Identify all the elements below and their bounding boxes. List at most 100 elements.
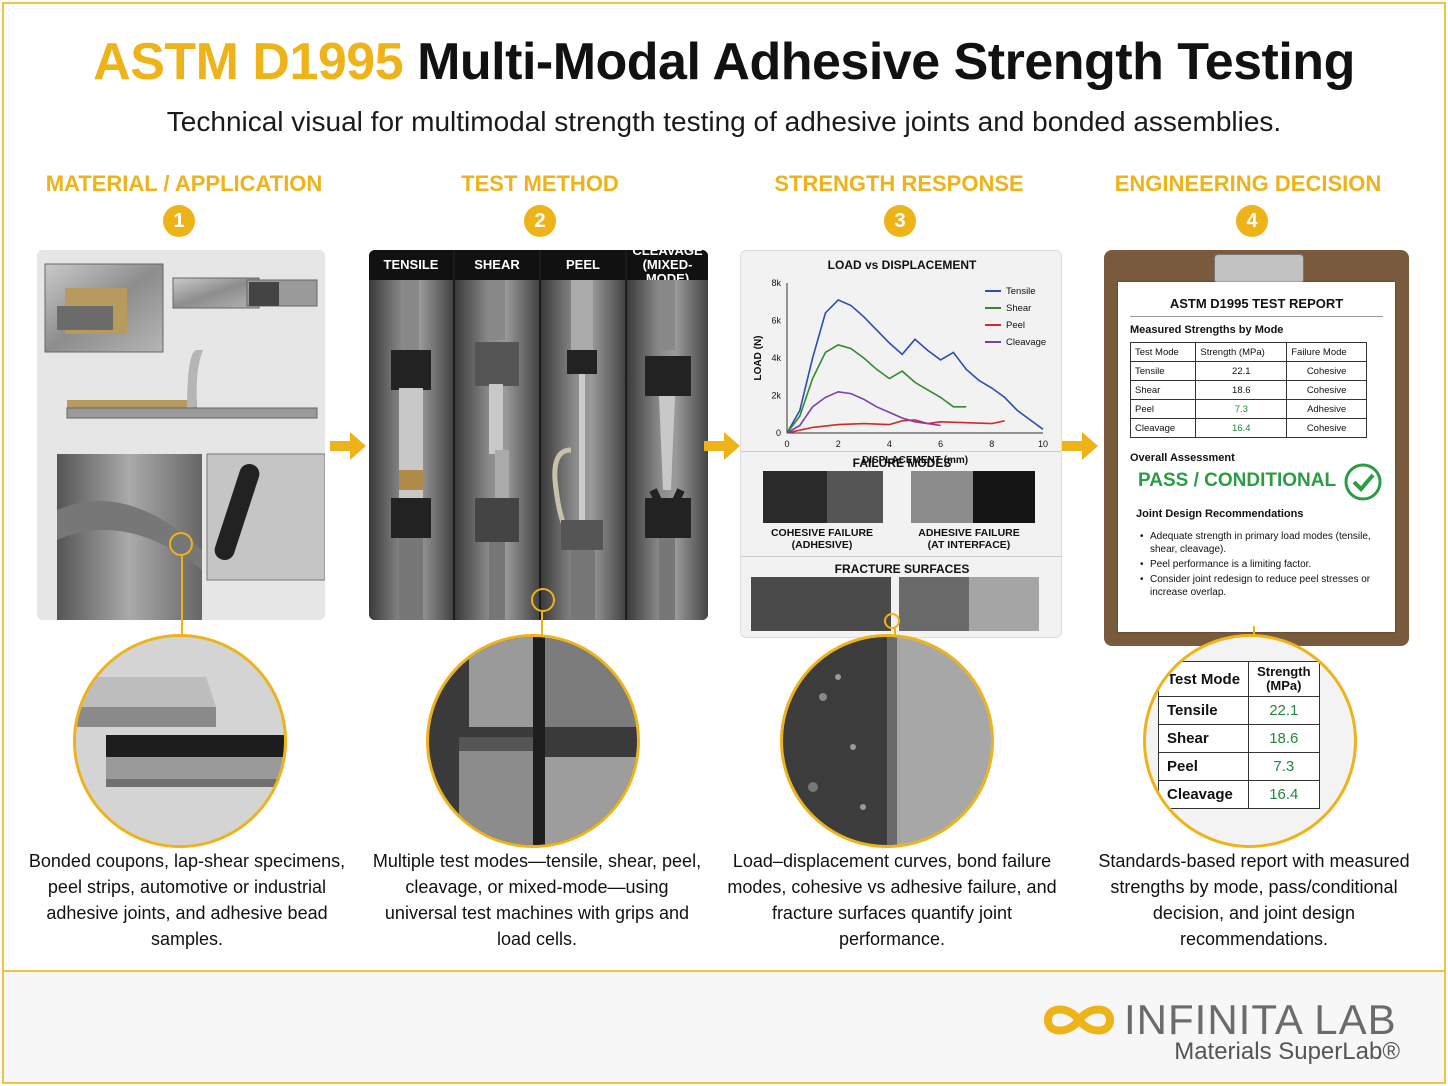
- list-item: Peel performance is a limiting factor.: [1140, 558, 1385, 571]
- step-heading-2: TEST METHOD: [461, 171, 619, 196]
- cell-mode: Cleavage: [1129, 418, 1197, 438]
- column-header: Strength (MPa): [1195, 342, 1288, 362]
- cell-strength: 7.3: [1195, 399, 1288, 419]
- y-tick-label: 2k: [771, 391, 781, 401]
- report-strength-table: Test Mode Strength (MPa) Failure Mode Te…: [1129, 342, 1367, 438]
- x-tick-label: 8: [989, 439, 994, 449]
- tensile-fixture: [369, 280, 453, 620]
- page-subtitle: Technical visual for multimodal strength…: [166, 106, 1282, 137]
- cell-mode: Cleavage: [1157, 780, 1250, 809]
- fracture-closeup: [780, 634, 994, 848]
- step-number-3: 3: [884, 205, 916, 237]
- x-tick-label: 0: [784, 439, 789, 449]
- step-description-1: Bonded coupons, lap-shear specimens, pee…: [28, 851, 346, 949]
- assessment-label: Overall Assessment: [1130, 452, 1235, 464]
- step-description-4: Standards-based report with measured str…: [1098, 851, 1410, 949]
- load-displacement-chart: 0 2 4 6 8 10 0 2k 4k 6k 8k DISPLACEMENT (mm) LOAD (N…: [753, 278, 1048, 466]
- recommendations-heading: Joint Design Recommendations: [1136, 508, 1304, 520]
- adhesive-failure-caption: ADHESIVE FAILURE (AT INTERFACE): [894, 527, 1044, 551]
- strength-header-line2: (MPa): [1266, 678, 1302, 693]
- cleavage-label-line1: CLEAVAGE: [632, 250, 703, 258]
- cell-strength: 22.1: [1195, 361, 1288, 381]
- cell-mode: Tensile: [1157, 696, 1250, 725]
- brand-name: INFINITA LAB: [1124, 996, 1397, 1043]
- cell-strength: 22.1: [1248, 696, 1320, 725]
- adhesive-caption-line2: (AT INTERFACE): [927, 539, 1011, 551]
- x-tick-label: 10: [1038, 439, 1048, 449]
- peel-fixture: [541, 280, 625, 620]
- fracture-surfaces-title: FRACTURE SURFACES: [834, 562, 970, 576]
- legend-label: Cleavage: [1006, 337, 1046, 348]
- cohesive-caption-line1: COHESIVE FAILURE: [770, 527, 874, 539]
- check-circle-icon: [1344, 463, 1382, 501]
- y-tick-label: 4k: [771, 353, 781, 363]
- series-line-cleavage: [786, 390, 941, 434]
- chart-title: LOAD vs DISPLACEMENT: [827, 258, 977, 272]
- table-row: Peel 7.3 Adhesive: [1129, 399, 1367, 419]
- step-description-2: Multiple test modes—tensile, shear, peel…: [372, 851, 702, 949]
- flow-arrow-icon: [704, 432, 740, 460]
- lap-joint-closeup: [73, 634, 287, 848]
- cell-mode: Shear: [1157, 724, 1250, 753]
- detail-marker-3: [884, 613, 900, 629]
- cell-strength: 18.6: [1248, 724, 1320, 753]
- recommendations-list: Adequate strength in primary load modes …: [1140, 530, 1385, 601]
- x-tick-label: 2: [836, 439, 841, 449]
- divider: [741, 556, 1061, 557]
- step-number-1: 1: [163, 205, 195, 237]
- materials-panel: [37, 250, 325, 620]
- leader-line: [181, 556, 183, 636]
- mode-label-peel: PEEL: [541, 250, 625, 280]
- series-line-tensile: [786, 298, 1044, 434]
- divider: [1130, 316, 1383, 317]
- legend-label: Shear: [1006, 303, 1031, 314]
- cell-mode: Peel: [1157, 752, 1250, 781]
- mode-label-tensile: TENSILE: [369, 250, 453, 280]
- mode-label-cleavage: CLEAVAGE (MIXED-MODE): [627, 250, 708, 286]
- infinity-icon: [1043, 1005, 1115, 1035]
- measured-strengths-heading: Measured Strengths by Mode: [1130, 324, 1284, 336]
- strength-header-line1: Strength: [1257, 664, 1311, 679]
- leader-line: [894, 628, 896, 636]
- grip-closeup: [426, 634, 640, 848]
- step-heading-4: ENGINEERING DECISION: [1114, 171, 1382, 196]
- report-clipboard: ASTM D1995 TEST REPORT Measured Strength…: [1104, 250, 1409, 646]
- y-tick-label: 6k: [771, 316, 781, 326]
- step-description-3: Load–displacement curves, bond failure m…: [727, 851, 1057, 949]
- x-tick-label: 6: [938, 439, 943, 449]
- cell-failure: Cohesive: [1286, 361, 1367, 381]
- list-item: Consider joint redesign to reduce peel s…: [1140, 573, 1385, 599]
- cell-strength: 7.3: [1248, 752, 1320, 781]
- y-tick-label: 8k: [771, 278, 781, 288]
- table-header-row: Test Mode Strength (MPa): [1157, 661, 1320, 697]
- column-header: Strength (MPa): [1248, 661, 1320, 697]
- y-axis-label: LOAD (N): [753, 336, 764, 381]
- cell-mode: Shear: [1129, 380, 1197, 400]
- step-heading-3: STRENGTH RESPONSE: [774, 171, 1024, 196]
- strength-summary-closeup: Test Mode Strength (MPa) Tensile 22.1 She…: [1143, 634, 1357, 848]
- brand-logo: INFINITA LAB Materials SuperLab®: [1040, 994, 1400, 1074]
- cell-failure: Cohesive: [1286, 418, 1367, 438]
- strength-summary-table: Test Mode Strength (MPa) Tensile 22.1 She…: [1157, 661, 1320, 809]
- table-row: Peel 7.3: [1157, 752, 1320, 781]
- report-title: ASTM D1995 TEST REPORT: [1169, 296, 1344, 311]
- column-header: Failure Mode: [1286, 342, 1367, 362]
- cell-strength: 16.4: [1248, 780, 1320, 809]
- mode-label-shear: SHEAR: [455, 250, 539, 280]
- cohesive-caption-line2: (ADHESIVE): [791, 539, 853, 551]
- title-accent: ASTM D1995: [93, 33, 404, 91]
- failure-modes-title: FAILURE MODES: [852, 456, 952, 470]
- clipboard-clip: [1214, 254, 1304, 284]
- leader-line: [1253, 626, 1255, 636]
- table-row: Shear 18.6 Cohesive: [1129, 380, 1367, 400]
- detail-marker-1: [169, 532, 193, 556]
- column-header: Test Mode: [1157, 661, 1250, 697]
- table-header-row: Test Mode Strength (MPa) Failure Mode: [1129, 342, 1367, 362]
- step-number-4: 4: [1236, 205, 1268, 237]
- table-row: Tensile 22.1: [1157, 696, 1320, 725]
- list-item: Adequate strength in primary load modes …: [1140, 530, 1385, 556]
- footer-band: [4, 970, 1444, 1082]
- title-main: Multi-Modal Adhesive Strength Testing: [417, 33, 1355, 91]
- legend-label: Peel: [1006, 320, 1025, 331]
